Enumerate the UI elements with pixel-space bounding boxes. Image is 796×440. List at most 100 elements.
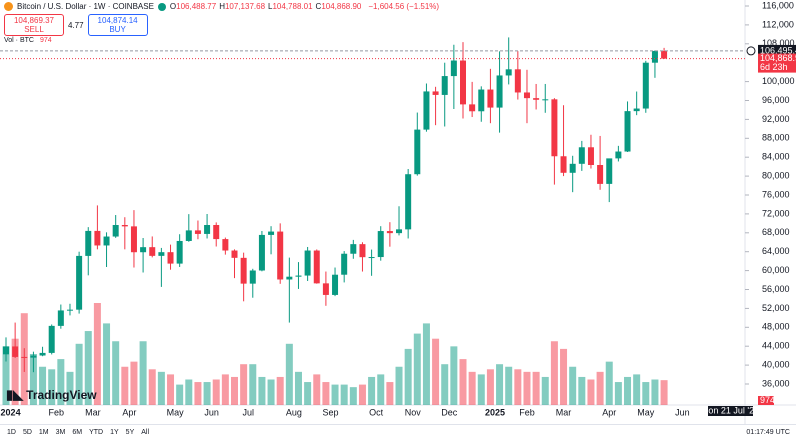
candle-body xyxy=(231,250,238,258)
x-tick-label: May xyxy=(167,407,185,417)
candle-body xyxy=(414,129,421,175)
candle-body xyxy=(642,62,649,109)
candle-body xyxy=(523,92,530,99)
y-tick-label: 80,000 xyxy=(762,170,790,180)
candle-body xyxy=(130,226,137,253)
volume-bar xyxy=(651,379,659,405)
volume-bar xyxy=(176,384,184,405)
y-tick-label: 100,000 xyxy=(762,76,795,86)
x-tick-label: Jun xyxy=(204,407,219,417)
y-tick-label: 56,000 xyxy=(762,284,790,294)
volume-bar xyxy=(231,376,238,405)
candle-body xyxy=(460,60,466,105)
x-tick-label: 2024 xyxy=(1,407,21,417)
candle-body xyxy=(661,50,668,59)
buy-button[interactable]: 104,874.14 BUY xyxy=(87,14,148,36)
candle-body xyxy=(240,257,247,284)
volume-bar xyxy=(468,371,476,405)
y-tick-label: 84,000 xyxy=(762,152,790,162)
ohlc-key: C xyxy=(315,2,322,11)
volume-bar xyxy=(569,366,577,405)
volume-bar xyxy=(505,366,513,405)
range-button[interactable]: 6M xyxy=(72,429,83,436)
range-button[interactable]: All xyxy=(141,429,150,436)
candle-body xyxy=(597,164,604,184)
candle-body xyxy=(505,69,512,76)
volume-bar xyxy=(185,379,193,405)
x-tick-label: Mar xyxy=(85,407,101,417)
volume-bar xyxy=(413,333,421,405)
candle-body xyxy=(277,231,284,280)
candle-body xyxy=(12,346,19,357)
clock: 01:17:49 UTC xyxy=(746,429,790,436)
sell-button[interactable]: 104,869.37 SELL xyxy=(4,14,64,36)
x-tick-label: Aug xyxy=(286,407,302,417)
volume-bar xyxy=(294,371,302,405)
ohlc-key: H xyxy=(219,2,225,11)
candle-body xyxy=(213,225,220,240)
volume-bar xyxy=(541,376,549,405)
y-tick-label: 112,000 xyxy=(762,19,794,29)
volume-bar xyxy=(660,380,668,405)
volume-bar xyxy=(249,364,257,405)
symbol: Bitcoin / U.S. Dollar · 1W · COINBASE xyxy=(17,2,154,11)
volume-bar xyxy=(285,343,293,405)
candle-body xyxy=(496,75,503,108)
volume-bar xyxy=(212,379,220,405)
volume-bar xyxy=(57,359,65,405)
volume-bar xyxy=(432,338,440,405)
price-label: 106,495.46 xyxy=(760,45,796,55)
volume-bar xyxy=(66,371,74,405)
spread: 4.77 xyxy=(68,20,84,30)
volume-bar xyxy=(121,366,129,405)
range-button[interactable]: 3M xyxy=(55,429,66,436)
candle-body xyxy=(121,225,128,227)
volume-bar xyxy=(331,384,339,405)
ohlc-value: 107,137.68 xyxy=(224,2,266,11)
market-status xyxy=(157,2,166,11)
volume-bar xyxy=(395,366,403,405)
volume-bar xyxy=(258,376,266,405)
buy-label: BUY xyxy=(109,25,126,34)
volume-bar xyxy=(322,382,330,405)
logo: ▮◣ TradingView xyxy=(6,387,97,403)
range-button[interactable]: 5D xyxy=(22,429,32,436)
volume-bar xyxy=(550,341,558,405)
range-button[interactable]: 5Y xyxy=(125,429,135,436)
volume-bar xyxy=(386,382,394,405)
volume-axis-label: 974 xyxy=(760,395,775,405)
candle-body xyxy=(423,91,430,130)
volume-bar xyxy=(75,343,83,405)
range-button[interactable]: 1M xyxy=(38,429,49,436)
volume-bar xyxy=(477,374,485,405)
candle-body xyxy=(606,158,613,184)
x-tick-label: Jun xyxy=(675,407,690,417)
volume-bar xyxy=(148,369,156,405)
range-button[interactable]: 1Y xyxy=(110,429,119,436)
candle-body xyxy=(39,352,46,356)
volume-bar xyxy=(596,371,604,405)
candle-body xyxy=(103,236,110,246)
range-button[interactable]: YTD xyxy=(89,429,104,436)
volume-bar xyxy=(48,369,56,405)
volume-bar xyxy=(103,323,111,405)
countdown: 6d 23h xyxy=(760,62,788,72)
volume-bar xyxy=(267,379,275,405)
candle-body xyxy=(249,270,256,284)
x-tick-label: Apr xyxy=(602,407,616,417)
x-tick-label: Nov xyxy=(405,407,422,417)
volume-legend: Vol · BTC 974 xyxy=(4,37,52,44)
candle-body xyxy=(66,309,73,311)
chart: 116,000 112,000 108,000 100,000 96,000 92,000… xyxy=(0,0,796,424)
candle-body xyxy=(441,76,448,95)
range-button[interactable]: 1D xyxy=(7,429,16,436)
volume-bar xyxy=(560,348,568,405)
candle-body xyxy=(112,225,119,237)
candle-body xyxy=(286,276,293,280)
volume-bar xyxy=(633,374,641,405)
candle-body xyxy=(304,250,311,276)
volume-bar xyxy=(368,376,376,405)
trade-panel: 104,869.37 SELL 4.77 104,874.14 BUY xyxy=(4,14,148,36)
candle-body xyxy=(167,252,174,264)
sell-label: SELL xyxy=(24,25,44,34)
